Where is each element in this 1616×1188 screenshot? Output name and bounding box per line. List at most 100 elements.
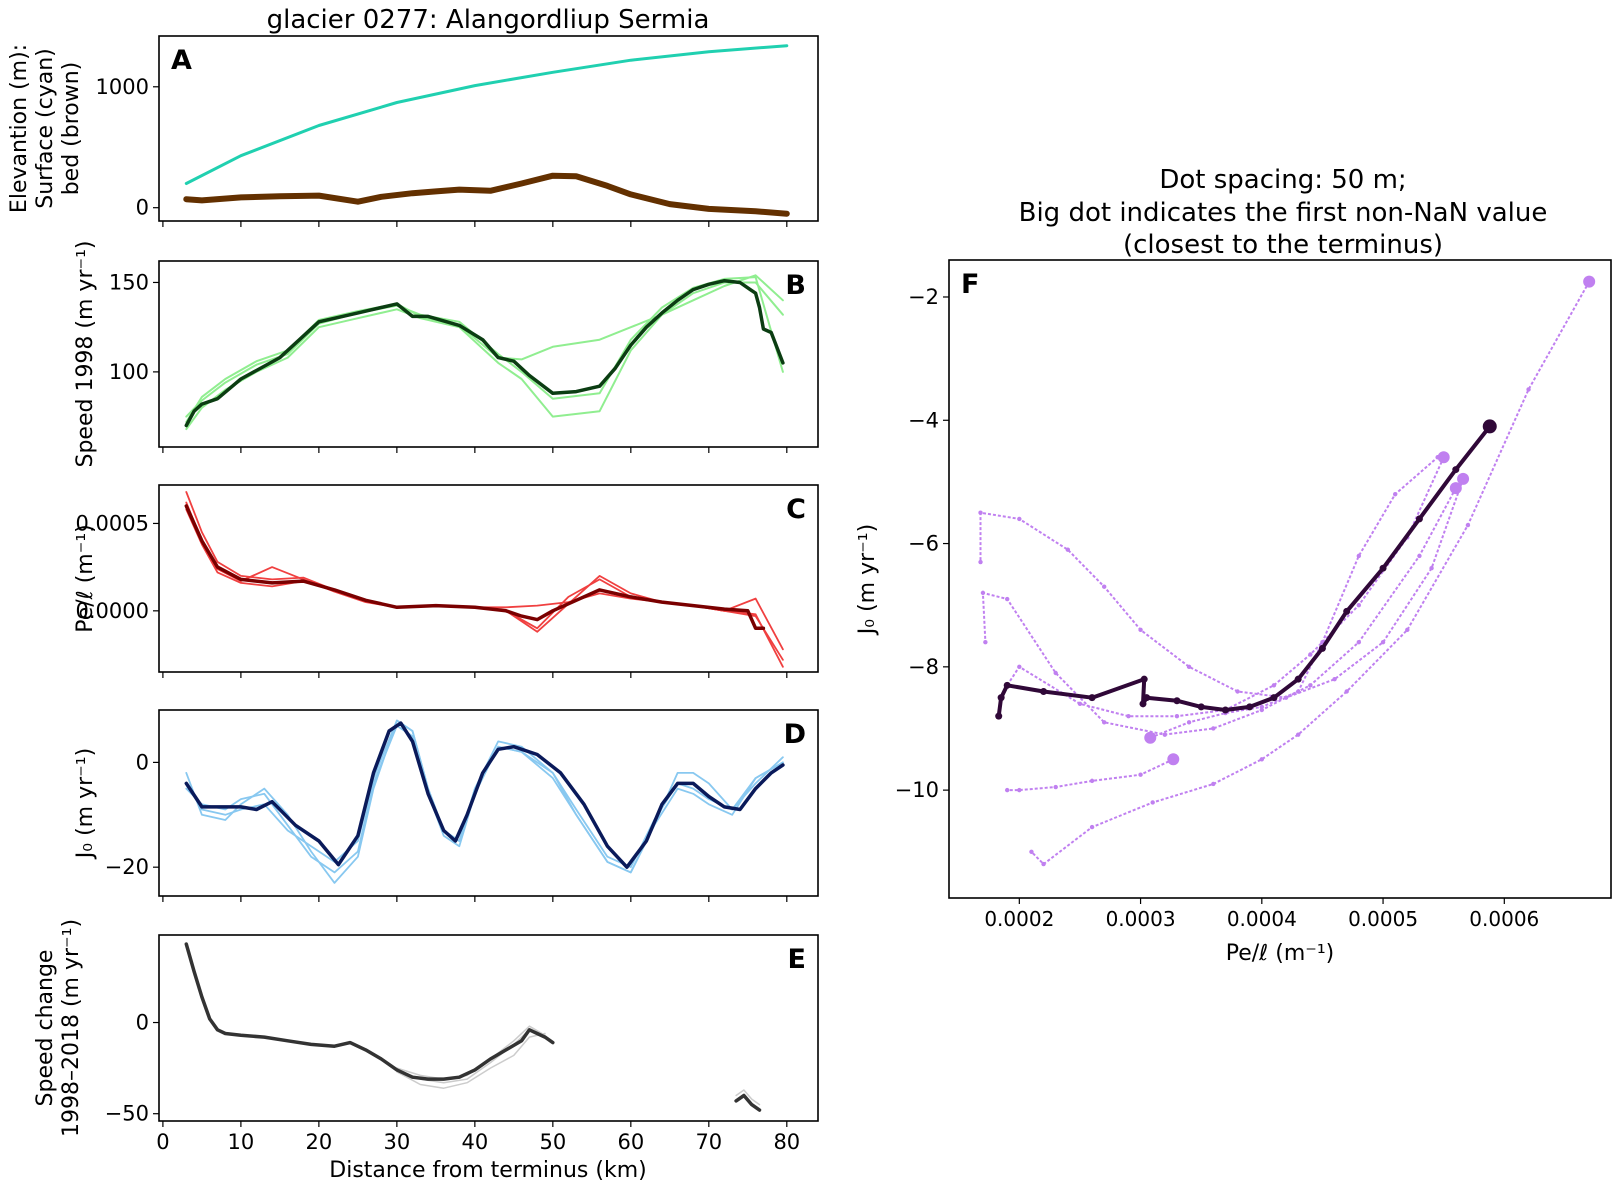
y-tick-label: −8	[908, 655, 939, 679]
data-point	[1344, 689, 1349, 694]
series-line	[185, 281, 784, 431]
panel-e: 0 10 20 30 40 50 60 70 80 −50 0 E Speed change 1998–2…	[33, 919, 819, 1154]
data-point	[1004, 787, 1010, 793]
panel-letter: D	[784, 719, 806, 750]
x-axis-label: Pe/ℓ (m⁻¹)	[1226, 941, 1335, 966]
data-point	[1088, 694, 1096, 702]
first-point-marker	[1144, 731, 1157, 744]
y-axis-label: Surface (cyan)	[33, 48, 58, 209]
data-point	[1041, 861, 1046, 867]
data-point	[1162, 732, 1168, 737]
series-line	[1007, 758, 1174, 792]
x-tick-label: 10	[228, 1130, 255, 1154]
axes-frame	[158, 484, 819, 673]
data-point	[980, 590, 986, 596]
data-point	[1294, 675, 1302, 683]
data-point	[1246, 703, 1254, 711]
data-point	[1140, 675, 1148, 683]
data-point	[1017, 664, 1022, 670]
data-point	[1308, 652, 1313, 657]
data-point	[1211, 781, 1216, 787]
data-point	[1392, 492, 1398, 497]
data-point	[1197, 703, 1205, 711]
data-point	[997, 694, 1005, 702]
y-tick-label: 0.0005	[76, 511, 149, 535]
data-point	[1003, 681, 1011, 689]
data-point	[1429, 566, 1434, 571]
series-line	[979, 478, 1465, 699]
y-axis-label: Pe/ℓ (m⁻¹)	[73, 524, 98, 633]
x-tick-label: 0.0003	[1106, 907, 1176, 931]
y-tick-label: 100	[109, 360, 149, 384]
series-line	[184, 504, 766, 631]
data-point	[983, 639, 988, 645]
series-line	[734, 1093, 762, 1112]
plot-area	[184, 274, 785, 431]
right-title-line-2: Big dot indicates the first non-NaN valu…	[1019, 198, 1548, 228]
plot-area	[184, 942, 762, 1112]
y-tick-label: 0	[136, 750, 149, 774]
axes-frame	[158, 934, 819, 1122]
data-point	[1235, 689, 1240, 694]
axes-frame	[158, 709, 819, 897]
data-point	[978, 510, 983, 515]
data-point	[1089, 778, 1095, 784]
first-point-marker	[1482, 419, 1497, 434]
y-tick-label: −4	[908, 408, 939, 432]
series-line	[185, 274, 784, 423]
series-line	[1006, 456, 1445, 718]
x-tick-label: 30	[383, 1130, 410, 1154]
data-point	[1017, 516, 1022, 522]
series-line	[184, 721, 785, 869]
data-point	[1356, 602, 1362, 608]
data-point	[1452, 466, 1460, 474]
y-tick-label: −6	[908, 532, 939, 556]
axes-frame	[158, 260, 819, 448]
series-line	[185, 719, 784, 884]
x-tick-label: 0.0005	[1348, 907, 1418, 931]
data-point	[1174, 713, 1180, 719]
data-point	[1415, 515, 1423, 523]
series-line	[735, 1089, 761, 1106]
y-axis-label: J₀ (m yr⁻¹)	[73, 748, 98, 860]
data-point	[1186, 720, 1192, 725]
data-point	[1040, 687, 1048, 695]
data-point	[1356, 639, 1362, 645]
data-point	[1295, 732, 1301, 737]
right-title-line-1: Dot spacing: 50 m;	[1159, 165, 1406, 195]
panel-b: 100 150 B Speed 1998 (m yr⁻¹)	[73, 240, 819, 468]
x-tick-label: 0.0006	[1469, 907, 1539, 931]
series-line	[184, 44, 789, 185]
series-line	[184, 942, 555, 1081]
y-axis-label: Elevantion (m):	[7, 44, 32, 213]
first-point-marker	[1583, 275, 1596, 288]
data-point	[1126, 713, 1131, 719]
first-point-marker	[1437, 451, 1450, 464]
panel-letter: E	[788, 944, 806, 975]
series-line	[1030, 281, 1591, 866]
series-line	[185, 724, 784, 874]
data-point	[1139, 700, 1147, 708]
data-point	[1308, 683, 1313, 688]
data-point	[1017, 787, 1022, 793]
data-point	[1318, 644, 1326, 652]
data-point	[1295, 689, 1301, 694]
data-point	[1138, 772, 1143, 777]
y-tick-label: 1000	[96, 75, 149, 99]
series-line	[981, 487, 1457, 736]
data-point	[978, 559, 983, 565]
data-point	[1343, 607, 1351, 615]
y-axis-label: bed (brown)	[59, 62, 84, 196]
data-point	[1417, 553, 1422, 559]
y-tick-label: 0	[136, 1011, 149, 1035]
data-point	[1077, 701, 1083, 707]
data-point	[1143, 694, 1151, 702]
data-point	[1465, 522, 1471, 528]
panel-d: −20 0 D J₀ (m yr⁻¹)	[73, 709, 819, 902]
x-tick-label: 50	[539, 1130, 566, 1154]
data-point	[995, 712, 1003, 720]
y-tick-label: −20	[105, 855, 149, 879]
y-axis-label: Speed change	[33, 950, 58, 1107]
data-point	[1029, 849, 1034, 854]
